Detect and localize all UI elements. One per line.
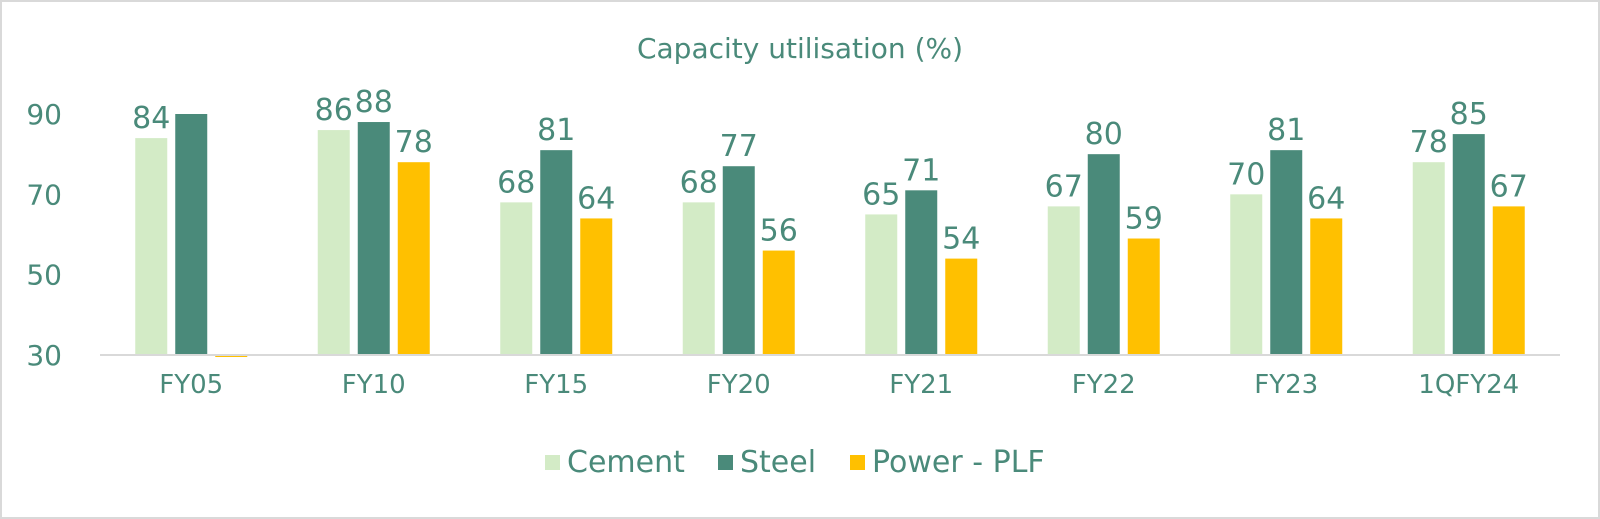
data-label-steel-fy23: 81	[1267, 113, 1305, 148]
bar-cement-1qfy24	[1412, 162, 1445, 355]
data-label-power-plf-fy22: 59	[1125, 202, 1163, 237]
data-label-cement-fy20: 68	[680, 165, 718, 200]
bar-power-plf-fy21	[945, 258, 978, 355]
data-label-power-plf-fy20: 56	[760, 214, 798, 249]
data-label-steel-fy10: 88	[355, 85, 393, 120]
legend-label-steel: Steel	[740, 445, 816, 480]
legend-swatch-cement	[545, 455, 560, 470]
x-tick-label-fy20: FY20	[707, 370, 771, 400]
legend-swatch-steel	[718, 455, 733, 470]
data-label-power-plf-fy23: 64	[1307, 181, 1345, 216]
bar-power-plf-fy22	[1127, 238, 1160, 355]
x-tick-label-1qfy24: 1QFY24	[1418, 370, 1519, 400]
data-label-cement-fy15: 68	[497, 165, 535, 200]
bar-steel-fy15	[540, 150, 573, 355]
bar-cement-fy10	[317, 130, 350, 355]
bar-cement-fy23	[1230, 194, 1263, 355]
bar-cement-fy05	[135, 138, 168, 355]
bars-group	[135, 114, 1525, 358]
bar-cement-fy21	[865, 214, 898, 355]
y-axis: 30 50 70 90	[26, 98, 62, 372]
bar-power-plf-fy20	[762, 250, 795, 355]
data-label-steel-fy22: 80	[1085, 117, 1123, 152]
bar-cement-fy22	[1047, 206, 1080, 355]
bar-power-plf-fy10	[397, 162, 430, 355]
x-tick-label-fy22: FY22	[1072, 370, 1136, 400]
bar-steel-fy21	[905, 190, 938, 355]
y-tick-label-1: 50	[26, 259, 62, 292]
chart-title: Capacity utilisation (%)	[637, 32, 963, 65]
bar-steel-fy10	[357, 122, 390, 356]
bar-steel-1qfy24	[1452, 134, 1485, 355]
data-label-steel-1qfy24: 85	[1450, 97, 1488, 132]
legend-swatch-power-plf	[850, 455, 865, 470]
y-tick-label-3: 90	[26, 98, 62, 131]
bar-power-plf-fy15	[580, 218, 613, 355]
data-label-cement-fy22: 67	[1045, 169, 1083, 204]
bar-cement-fy20	[682, 202, 715, 355]
x-tick-label-fy21: FY21	[889, 370, 953, 400]
data-label-cement-1qfy24: 78	[1410, 125, 1448, 160]
y-tick-label-2: 70	[26, 178, 62, 211]
bar-steel-fy23	[1270, 150, 1303, 355]
x-tick-label-fy10: FY10	[342, 370, 406, 400]
data-label-steel-fy15: 81	[537, 113, 575, 148]
legend-label-power-plf: Power - PLF	[872, 445, 1045, 480]
bar-steel-fy05	[175, 114, 208, 355]
data-label-power-plf-fy10: 78	[395, 125, 433, 160]
data-label-power-plf-fy15: 64	[577, 181, 615, 216]
x-axis: FY05 FY10 FY15 FY20 FY21 FY22 FY23 1QFY24	[159, 370, 1519, 400]
data-label-steel-fy20: 77	[720, 129, 758, 164]
data-label-power-plf-1qfy24: 67	[1490, 169, 1528, 204]
data-label-cement-fy23: 70	[1227, 157, 1265, 192]
data-label-power-plf-fy21: 54	[942, 222, 980, 257]
bar-steel-fy22	[1087, 154, 1120, 355]
data-label-cement-fy10: 86	[315, 93, 353, 128]
legend-label-cement: Cement	[567, 445, 685, 480]
bar-steel-fy20	[722, 166, 755, 355]
data-label-cement-fy05: 84	[132, 101, 170, 136]
x-tick-label-fy05: FY05	[159, 370, 223, 400]
bar-power-plf-1qfy24	[1492, 206, 1525, 355]
bar-power-plf-fy05	[215, 355, 248, 358]
x-tick-label-fy15: FY15	[524, 370, 588, 400]
y-tick-label-0: 30	[26, 339, 62, 372]
data-label-cement-fy21: 65	[862, 177, 900, 212]
bar-power-plf-fy23	[1310, 218, 1343, 355]
legend: Cement Steel Power - PLF	[545, 445, 1045, 480]
x-tick-label-fy23: FY23	[1254, 370, 1318, 400]
bar-cement-fy15	[500, 202, 533, 355]
data-label-steel-fy21: 71	[902, 153, 940, 188]
